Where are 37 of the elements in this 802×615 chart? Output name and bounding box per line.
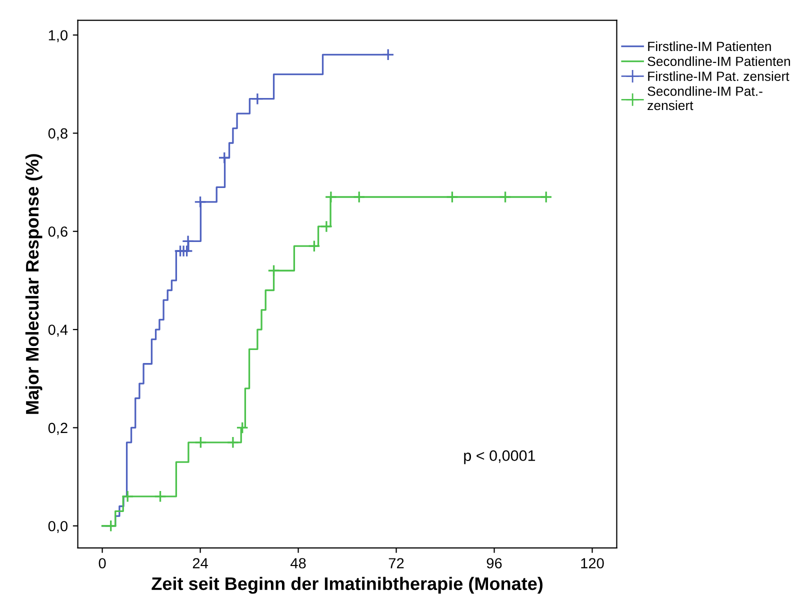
point	[218, 152, 231, 164]
point	[540, 190, 552, 204]
y-tick-label: 0,8	[48, 128, 68, 140]
point	[154, 490, 166, 503]
point	[194, 436, 207, 449]
point	[194, 196, 206, 208]
point	[308, 240, 320, 252]
point	[446, 190, 458, 204]
legend-label: Secondline-IM Patienten	[648, 56, 790, 66]
y-tick-label: 0,6	[48, 226, 68, 239]
x-tick-label: 72	[388, 558, 404, 568]
point	[236, 421, 249, 434]
x-axis-title: Zeit seit Beginn der Imatinibtherapie (Monate)	[152, 576, 543, 594]
annotation: p < 0,0001	[464, 450, 536, 464]
point	[320, 220, 333, 233]
legend-label: Firstline-IM Pat. zensiert	[648, 71, 790, 81]
x-tick-label: 120	[581, 558, 604, 568]
point	[226, 436, 240, 449]
point	[382, 48, 394, 61]
x-tick-label: 96	[486, 558, 502, 568]
point	[499, 190, 512, 204]
point	[324, 190, 338, 204]
legend-label: Secondline-IM Pat.- zensiert	[648, 86, 762, 110]
y-tick-label: 1,0	[48, 30, 68, 42]
y-axis-title: Major Molecular Response (%)	[25, 154, 42, 414]
point	[268, 264, 280, 277]
point	[121, 490, 134, 503]
point	[182, 234, 194, 248]
x-tick-label: 0	[98, 558, 106, 568]
y-tick-label: 0,2	[48, 422, 68, 435]
x-tick-label: 48	[290, 558, 306, 568]
x-tick-label: 24	[192, 558, 208, 568]
point	[352, 190, 366, 204]
point	[251, 92, 264, 106]
y-tick-label: 0,4	[48, 324, 68, 337]
y-tick-label: 0,0	[48, 520, 68, 534]
legend-label: Firstline-IM Patienten	[648, 41, 771, 52]
